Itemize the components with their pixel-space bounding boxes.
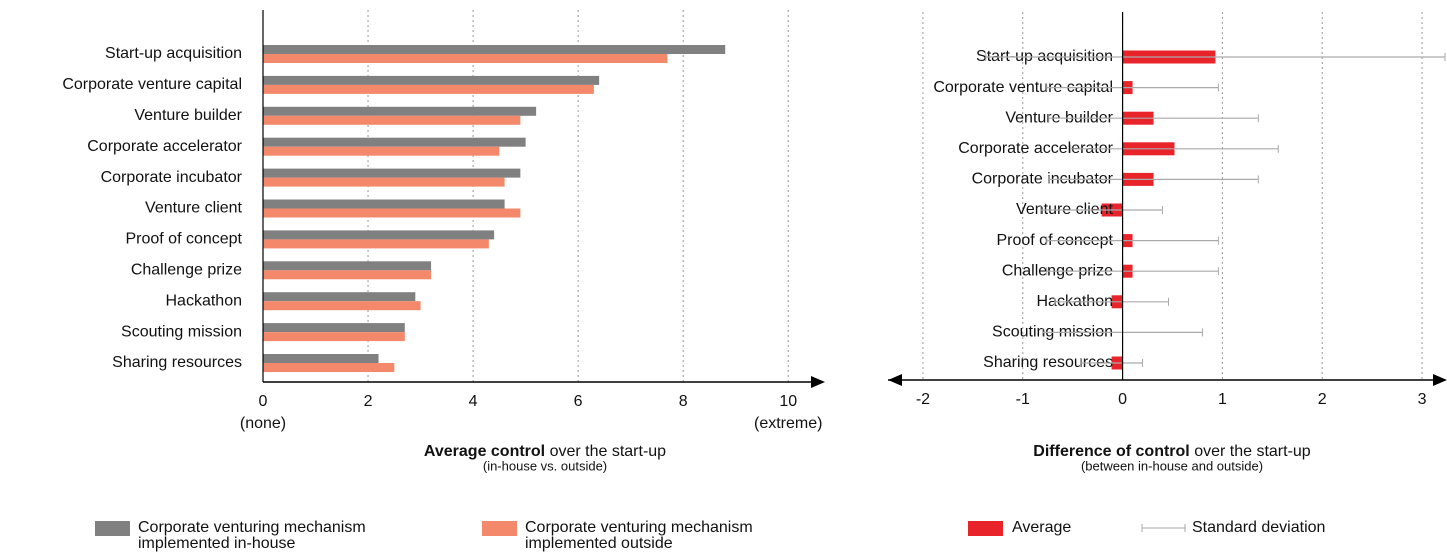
category-label: Venture client [145,200,243,217]
category-label: Corporate accelerator [958,140,1113,157]
legend-swatch [95,521,130,536]
x-tick-label: 2 [1318,391,1327,408]
axis-arrow [811,376,825,388]
bar [263,208,521,218]
bar [263,115,521,125]
x-axis-title: Average control over the start-up [424,443,666,460]
category-label: Corporate incubator [972,171,1114,188]
bar [263,146,500,156]
category-label: Start-up acquisition [105,45,242,62]
category-label: Challenge prize [131,262,242,279]
category-label: Sharing resources [112,354,242,371]
legend-label: Standard deviation [1192,519,1326,536]
error-bar [1046,236,1219,245]
bar [263,137,526,147]
x-tick-label: 0 [259,393,268,410]
x-tick-label: 0 [1118,391,1127,408]
bar [263,54,668,63]
legend-swatch [482,521,517,536]
error-bar [1040,206,1164,214]
x-axis-title-bold: Difference of control [1033,443,1189,460]
legend-error-symbol [1141,524,1186,532]
bar [263,239,489,249]
bar [263,45,726,54]
x-tick-note: (none) [240,415,286,432]
error-bar [1080,359,1144,367]
bar [263,301,421,311]
x-tick-label: 4 [469,393,478,410]
legend-label: Average [1012,519,1072,536]
axis-arrow [1433,374,1447,386]
x-axis-title: Difference of control over the start-up [1033,443,1311,460]
category-label: Venture builder [134,107,242,124]
x-tick-note: (extreme) [754,415,822,432]
x-tick-label: 10 [779,393,797,410]
legend-label: Corporate venturing mechanism implemente… [525,519,753,552]
bar [263,363,395,372]
error-bar [1046,267,1219,276]
category-label: Corporate venture capital [62,76,242,93]
bar [263,292,416,302]
error-bar [1070,144,1279,153]
error-bar [1048,175,1259,184]
category-label: Hackathon [166,292,243,309]
category-label: Corporate incubator [101,169,243,186]
x-axis-title-rest: over the start-up [550,443,667,460]
x-axis-title-bold: Average control [424,443,545,460]
category-label: Scouting mission [121,323,242,340]
bar [263,332,405,342]
bar [263,323,405,333]
x-tick-label: 3 [1418,391,1427,408]
error-bar [1046,83,1219,92]
x-tick-label: 8 [679,393,688,410]
bar [263,270,432,280]
category-label: Proof of concept [125,231,242,248]
bar [263,177,505,187]
x-axis-title-rest: over the start-up [1194,443,1311,460]
axis-arrow [888,374,902,386]
x-axis-subtitle: (in-house vs. outside) [483,458,607,473]
bar [263,230,495,240]
bar [263,168,521,178]
error-bar [1054,297,1169,306]
bar [263,261,432,271]
legend-swatch [968,521,1003,536]
x-tick-label: 6 [574,393,583,410]
error-bar [985,53,1446,61]
x-tick-label: -2 [916,391,930,408]
x-tick-label: 2 [364,393,373,410]
error-bar [1048,114,1259,123]
bar [263,354,379,363]
bar [263,199,505,209]
bar [263,75,600,85]
category-label: Corporate accelerator [87,138,242,155]
x-tick-label: -1 [1016,391,1030,408]
x-tick-label: 1 [1218,391,1227,408]
bar [263,106,537,116]
category-label: Corporate venture capital [933,79,1113,96]
x-axis-subtitle: (between in-house and outside) [1081,458,1263,473]
bar [263,84,594,94]
legend-label: Corporate venturing mechanism implemente… [138,519,366,552]
